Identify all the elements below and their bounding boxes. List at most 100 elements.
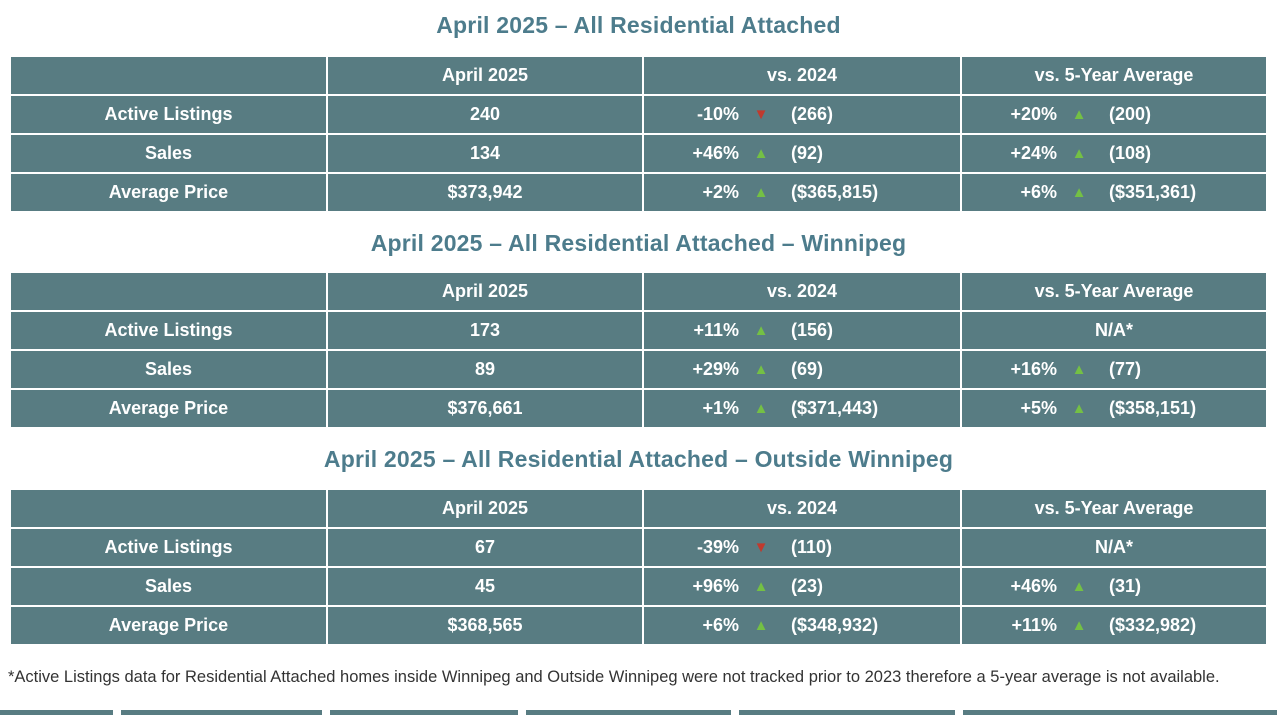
up-arrow-icon: ▲: [753, 322, 769, 340]
comparison-value: ($371,443): [791, 398, 879, 419]
table-row-sales: Sales 45 +96% ▲ (23) +46% ▲ (31): [9, 565, 1268, 607]
strip-segment: [963, 710, 1277, 715]
comparison-value: (77): [1109, 359, 1142, 380]
up-arrow-icon: ▲: [753, 616, 769, 634]
table-row-average-price: Average Price $368,565 +6% ▲ ($348,932) …: [9, 604, 1268, 646]
table-row-active-listings: Active Listings 173 +11% ▲ (156) N/A*: [9, 310, 1268, 352]
up-arrow-icon: ▲: [1071, 616, 1087, 634]
vs-2024-cell: -10% ▼ (266): [642, 93, 962, 135]
april-column-header: April 2025: [326, 487, 644, 529]
comparison-value: (200): [1109, 103, 1152, 124]
vs-5yr-cell: +24% ▲ (108): [960, 132, 1268, 174]
comparison-value: (31): [1109, 575, 1142, 596]
row-label: Sales: [9, 349, 328, 391]
up-arrow-icon: ▲: [1071, 400, 1087, 418]
vs-5yr-cell: N/A*: [960, 310, 1268, 352]
down-arrow-icon: ▼: [753, 538, 769, 556]
comparison-value: (156): [791, 320, 834, 341]
table-row-sales: Sales 134 +46% ▲ (92) +24% ▲ (108): [9, 132, 1268, 174]
vs-2024-cell: +2% ▲ ($365,815): [642, 171, 962, 213]
up-arrow-icon: ▲: [1071, 577, 1087, 595]
vs-2024-column-header: vs. 2024: [642, 54, 962, 96]
pct-change: +6%: [1020, 181, 1057, 202]
up-arrow-icon: ▲: [753, 577, 769, 595]
vs-2024-column-header: vs. 2024: [642, 487, 962, 529]
april-value: 134: [326, 132, 644, 174]
row-label: Average Price: [9, 604, 328, 646]
up-arrow-icon: ▲: [753, 144, 769, 162]
comparison-value: (92): [791, 142, 824, 163]
table-row-average-price: Average Price $376,661 +1% ▲ ($371,443) …: [9, 388, 1268, 430]
april-value: 173: [326, 310, 644, 352]
header-row: April 2025 vs. 2024 vs. 5-Year Average: [9, 54, 1268, 96]
pct-change: -39%: [696, 536, 739, 557]
metric-column-header: [9, 487, 328, 529]
vs-5yr-cell: +46% ▲ (31): [960, 565, 1268, 607]
section-all-residential-attached: April 2025 – All Residential Attached Ap…: [0, 12, 1277, 213]
comparison-value: (110): [791, 536, 833, 557]
vs-2024-cell: +29% ▲ (69): [642, 349, 962, 391]
pct-change: +6%: [702, 614, 739, 635]
up-arrow-icon: ▲: [753, 361, 769, 379]
strip-segment: [526, 710, 731, 715]
comparison-value: (108): [1109, 142, 1152, 163]
table-row-sales: Sales 89 +29% ▲ (69) +16% ▲ (77): [9, 349, 1268, 391]
section-title: April 2025 – All Residential Attached: [436, 12, 841, 38]
pct-change: +46%: [1010, 575, 1057, 596]
table-row-average-price: Average Price $373,942 +2% ▲ ($365,815) …: [9, 171, 1268, 213]
section-outside-winnipeg: April 2025 – All Residential Attached – …: [0, 446, 1277, 646]
vs-5yr-cell: +11% ▲ ($332,982): [960, 604, 1268, 646]
april-value: $368,565: [326, 604, 644, 646]
row-label: Active Listings: [9, 310, 328, 352]
metric-column-header: [9, 54, 328, 96]
row-label: Average Price: [9, 388, 328, 430]
comparison-value: ($358,151): [1109, 398, 1197, 419]
pct-change: +11%: [693, 320, 739, 341]
april-value: 67: [326, 526, 644, 568]
footnote: *Active Listings data for Residential At…: [8, 667, 1220, 686]
pct-change: +16%: [1010, 359, 1057, 380]
row-label: Active Listings: [9, 526, 328, 568]
vs-2024-cell: -39% ▼ (110): [642, 526, 962, 568]
pct-change: +5%: [1020, 398, 1057, 419]
vs-5yr-cell: +5% ▲ ($358,151): [960, 388, 1268, 430]
up-arrow-icon: ▲: [753, 400, 769, 418]
row-label: Sales: [9, 565, 328, 607]
vs-5yr-cell: +6% ▲ ($351,361): [960, 171, 1268, 213]
pct-change: +29%: [692, 359, 739, 380]
comparison-value: ($348,932): [791, 614, 879, 635]
vs-2024-cell: +46% ▲ (92): [642, 132, 962, 174]
up-arrow-icon: ▲: [1071, 105, 1087, 123]
strip-segment: [739, 710, 955, 715]
april-value: $373,942: [326, 171, 644, 213]
pct-change: +24%: [1010, 142, 1057, 163]
april-column-header: April 2025: [326, 54, 644, 96]
not-available-value: N/A*: [1094, 536, 1133, 557]
april-value: 45: [326, 565, 644, 607]
comparison-value: (23): [791, 575, 824, 596]
vs-5yr-cell: +20% ▲ (200): [960, 93, 1268, 135]
vs-2024-cell: +11% ▲ (156): [642, 310, 962, 352]
strip-segment: [0, 710, 113, 715]
april-value: $376,661: [326, 388, 644, 430]
table-row-active-listings: Active Listings 240 -10% ▼ (266) +20% ▲: [9, 93, 1268, 135]
header-row: April 2025 vs. 2024 vs. 5-Year Average: [9, 487, 1268, 529]
cropped-next-table-edge: [0, 710, 1277, 715]
pct-change: +11%: [1011, 614, 1057, 635]
vs-5yr-cell: N/A*: [960, 526, 1268, 568]
stats-table-winnipeg: April 2025 vs. 2024 vs. 5-Year Average A…: [9, 271, 1268, 430]
pct-change: +1%: [702, 398, 739, 419]
april-value: 89: [326, 349, 644, 391]
up-arrow-icon: ▲: [753, 183, 769, 201]
not-available-value: N/A*: [1094, 320, 1133, 341]
section-winnipeg: April 2025 – All Residential Attached – …: [0, 230, 1277, 430]
stats-table-outside-winnipeg: April 2025 vs. 2024 vs. 5-Year Average A…: [9, 487, 1268, 646]
comparison-value: ($332,982): [1109, 614, 1197, 635]
pct-change: +20%: [1010, 103, 1057, 124]
strip-segment: [121, 710, 322, 715]
up-arrow-icon: ▲: [1071, 144, 1087, 162]
vs-5yr-cell: +16% ▲ (77): [960, 349, 1268, 391]
up-arrow-icon: ▲: [1071, 361, 1087, 379]
metric-column-header: [9, 271, 328, 313]
